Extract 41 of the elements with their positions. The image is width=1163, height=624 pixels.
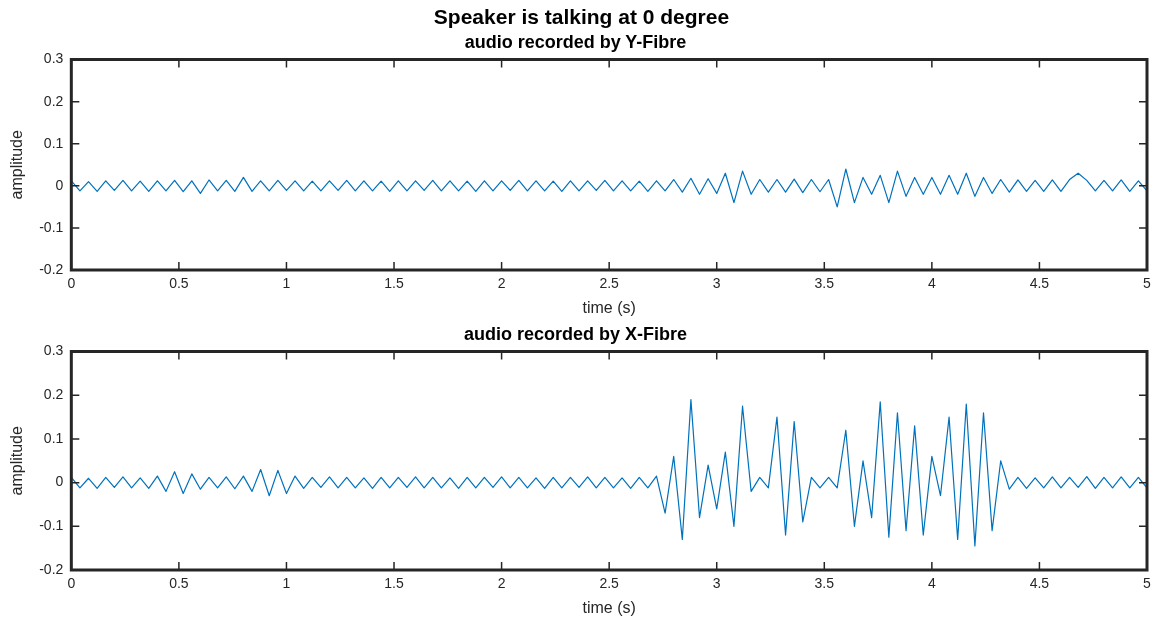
x-tick-label: 4 bbox=[927, 575, 936, 592]
x-tick-label: 0.5 bbox=[169, 575, 189, 592]
x-axis-title: time (s) bbox=[582, 598, 636, 616]
y-tick-label: -0.2 bbox=[39, 260, 64, 277]
y-tick-label: 0.3 bbox=[43, 342, 64, 359]
x-tick-label: 3 bbox=[712, 275, 721, 292]
x-tick-label: 0.5 bbox=[169, 275, 189, 292]
chart-title: audio recorded by X-Fibre bbox=[463, 323, 688, 344]
y-tick-label: -0.2 bbox=[39, 560, 64, 577]
y-tick-label: 0.2 bbox=[43, 386, 64, 403]
x-tick-label: 4 bbox=[927, 275, 936, 292]
x-tick-label: 4.5 bbox=[1029, 575, 1050, 592]
chart-subtitle: audio recorded by Y-Fibre bbox=[464, 31, 687, 52]
y-axis-title: amplitude bbox=[8, 426, 26, 496]
y-tick-label: 0.1 bbox=[43, 429, 64, 446]
y-tick-label: 0 bbox=[55, 176, 64, 193]
chart-title: Speaker is talking at 0 degree bbox=[432, 4, 731, 30]
x-tick-label: 5 bbox=[1143, 575, 1152, 592]
x-tick-label: 2 bbox=[497, 575, 506, 592]
y-tick-label: 0.1 bbox=[43, 134, 64, 151]
x-tick-label: 0 bbox=[67, 575, 76, 592]
x-tick-label: 1.5 bbox=[384, 275, 404, 292]
x-tick-label: 5 bbox=[1143, 275, 1152, 292]
y-tick-label: 0.3 bbox=[43, 50, 64, 67]
x-tick-label: 3.5 bbox=[814, 575, 835, 592]
x-tick-label: 1.5 bbox=[384, 575, 404, 592]
x-axis-title: time (s) bbox=[582, 298, 636, 316]
x-tick-label: 2 bbox=[497, 275, 506, 292]
x-tick-label: 2.5 bbox=[599, 575, 620, 592]
x-tick-label: 4.5 bbox=[1029, 275, 1050, 292]
y-tick-label: 0.2 bbox=[43, 92, 64, 109]
y-axis-title: amplitude bbox=[8, 130, 26, 200]
x-tick-label: 1 bbox=[282, 275, 291, 292]
y-tick-label: -0.1 bbox=[39, 517, 64, 534]
y-tick-label: -0.1 bbox=[39, 218, 64, 235]
x-tick-label: 3.5 bbox=[814, 275, 835, 292]
x-tick-label: 3 bbox=[712, 575, 721, 592]
x-tick-label: 1 bbox=[282, 575, 291, 592]
x-tick-label: 0 bbox=[67, 275, 76, 292]
x-tick-label: 2.5 bbox=[599, 275, 620, 292]
y-tick-label: 0 bbox=[55, 473, 64, 490]
